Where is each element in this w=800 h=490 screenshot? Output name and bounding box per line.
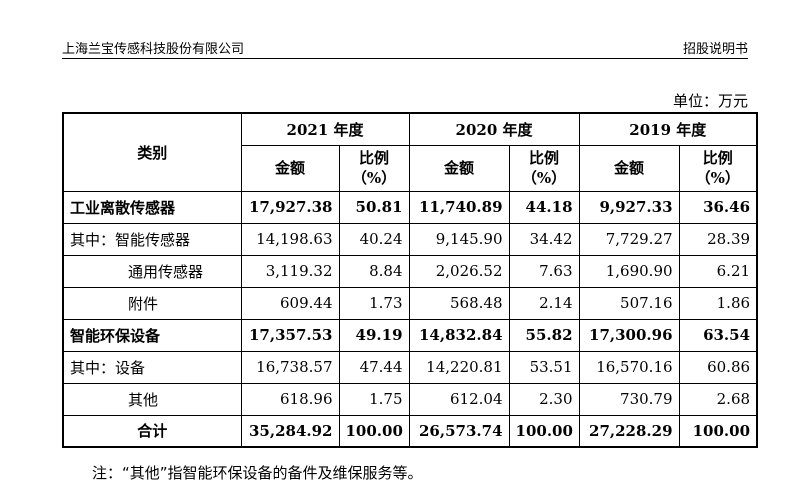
ratio-cell: 63.54 [678, 318, 758, 352]
ratio-cell: 8.84 [338, 254, 410, 288]
ratio-cell: 100.00 [338, 414, 410, 448]
ratio-cell: 1.73 [338, 286, 410, 320]
ratio-cell: 2.30 [508, 382, 580, 416]
table-row: 其中：智能传感器 14,198.63 40.24 9,145.90 34.42 7,729… [62, 222, 758, 256]
amount-cell: 1,690.90 [578, 254, 680, 288]
revenue-table: 类别 2021 年度 2020 年度 2019 年度 金额 比例 （%） 金额 比… [62, 112, 759, 448]
ratio-cell: 28.39 [678, 222, 758, 256]
amount-cell: 17,927.38 [240, 190, 340, 224]
amount-cell: 35,284.92 [240, 414, 340, 448]
ratio-cell: 60.86 [678, 350, 758, 384]
ratio-header: 比例 （%） [678, 144, 758, 192]
row-label: 通用传感器 [62, 254, 242, 288]
table-row: 其中：设备 16,738.57 47.44 14,220.81 53.51 16,570.… [62, 350, 758, 384]
row-label: 其中：设备 [62, 350, 242, 384]
amount-cell: 26,573.74 [408, 414, 510, 448]
amount-cell: 14,832.84 [408, 318, 510, 352]
ratio-cell: 53.51 [508, 350, 580, 384]
table-row: 其他 618.96 1.75 612.04 2.30 730.79 2.68 [62, 382, 758, 416]
amount-cell: 568.48 [408, 286, 510, 320]
amount-cell: 9,927.33 [578, 190, 680, 224]
table-row: 智能环保设备 17,357.53 49.19 14,832.84 55.82 17,300… [62, 318, 758, 352]
row-label: 工业离散传感器 [62, 190, 242, 224]
table-subheader-row: 金额 比例 （%） 金额 比例 （%） 金额 比例 （%） [63, 144, 758, 192]
document-type: 招股说明书 [682, 42, 748, 57]
amount-cell: 609.44 [240, 286, 340, 320]
ratio-cell: 55.82 [508, 318, 580, 352]
ratio-cell: 50.81 [338, 190, 410, 224]
ratio-cell: 47.44 [338, 350, 410, 384]
ratio-cell: 1.75 [338, 382, 410, 416]
ratio-cell: 49.19 [338, 318, 410, 352]
amount-cell: 3,119.32 [240, 254, 340, 288]
ratio-header: 比例 （%） [338, 144, 410, 192]
ratio-cell: 7.63 [508, 254, 580, 288]
amount-cell: 507.16 [578, 286, 680, 320]
ratio-cell: 36.46 [678, 190, 758, 224]
amount-cell: 17,300.96 [578, 318, 680, 352]
amount-cell: 2,026.52 [408, 254, 510, 288]
table-row: 附件 609.44 1.73 568.48 2.14 507.16 1.86 [62, 286, 758, 320]
footnote: 注：“其他”指智能环保设备的备件及维保服务等。 [92, 464, 423, 482]
table-header-row: 类别 2021 年度 2020 年度 2019 年度 [62, 112, 758, 192]
table-total-row: 合计 35,284.92 100.00 26,573.74 100.00 27,228.2… [62, 414, 758, 448]
amount-cell: 11,740.89 [408, 190, 510, 224]
ratio-cell: 2.14 [508, 286, 580, 320]
ratio-cell: 100.00 [508, 414, 580, 448]
row-label: 其中：智能传感器 [62, 222, 242, 256]
year-header: 2021 年度 [240, 112, 410, 146]
amount-cell: 730.79 [578, 382, 680, 416]
ratio-header: 比例 （%） [508, 144, 580, 192]
year-header: 2019 年度 [578, 112, 758, 146]
amount-cell: 16,570.16 [578, 350, 680, 384]
amount-cell: 14,198.63 [240, 222, 340, 256]
table-row: 通用传感器 3,119.32 8.84 2,026.52 7.63 1,690.90 6.2… [62, 254, 758, 288]
unit-label: 单位：万元 [672, 92, 748, 110]
company-name: 上海兰宝传感科技股份有限公司 [62, 42, 245, 57]
amount-header: 金额 [578, 144, 680, 192]
ratio-cell: 44.18 [508, 190, 580, 224]
row-label: 合计 [62, 414, 242, 448]
ratio-cell: 2.68 [678, 382, 758, 416]
amount-cell: 16,738.57 [240, 350, 340, 384]
amount-cell: 612.04 [408, 382, 510, 416]
row-label: 其他 [62, 382, 242, 416]
amount-header: 金额 [408, 144, 510, 192]
ratio-cell: 100.00 [678, 414, 758, 448]
ratio-cell: 40.24 [338, 222, 410, 256]
header-rule [62, 58, 748, 59]
table-row: 工业离散传感器 17,927.38 50.81 11,740.89 44.18 9,927… [62, 190, 758, 224]
table-body: 工业离散传感器 17,927.38 50.81 11,740.89 44.18 9,927… [62, 190, 758, 448]
amount-cell: 27,228.29 [578, 414, 680, 448]
ratio-cell: 1.86 [678, 286, 758, 320]
amount-cell: 17,357.53 [240, 318, 340, 352]
row-label: 附件 [62, 286, 242, 320]
ratio-cell: 6.21 [678, 254, 758, 288]
row-label: 智能环保设备 [62, 318, 242, 352]
amount-header: 金额 [240, 144, 340, 192]
ratio-cell: 34.42 [508, 222, 580, 256]
amount-cell: 618.96 [240, 382, 340, 416]
category-header: 类别 [62, 112, 242, 192]
amount-cell: 7,729.27 [578, 222, 680, 256]
amount-cell: 9,145.90 [408, 222, 510, 256]
year-header: 2020 年度 [408, 112, 580, 146]
amount-cell: 14,220.81 [408, 350, 510, 384]
